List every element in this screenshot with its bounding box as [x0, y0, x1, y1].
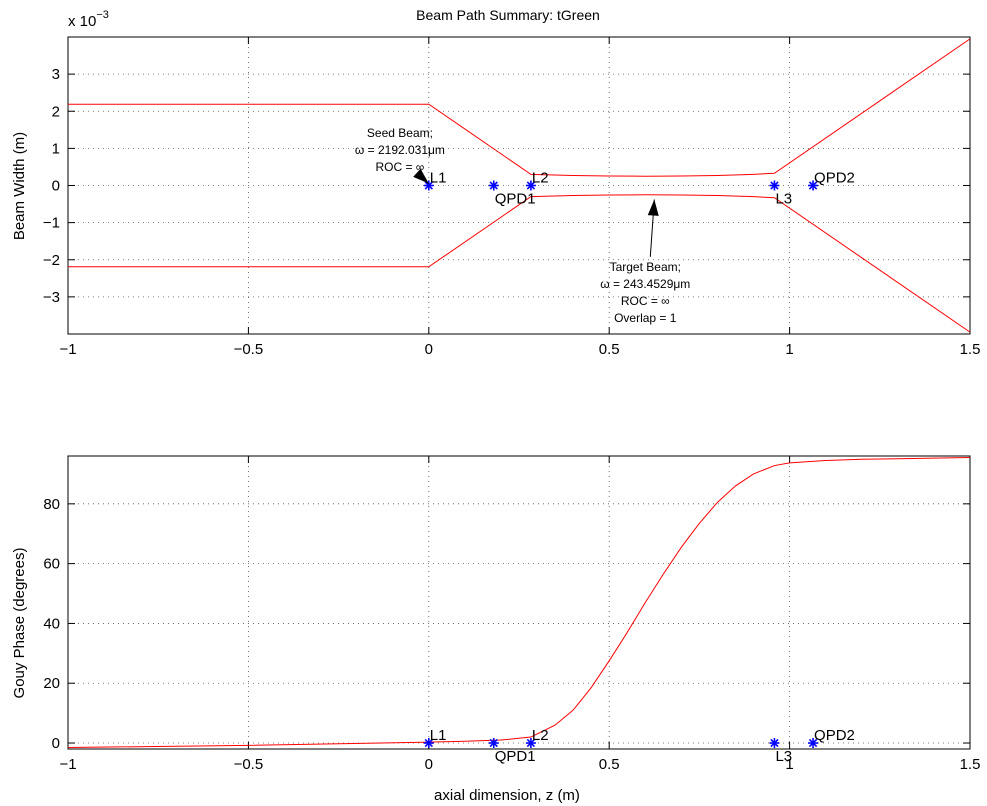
star-stroke [489, 181, 498, 190]
annotation-line: Seed Beam; [367, 126, 433, 140]
optic-marker-l2 [525, 180, 536, 191]
annotation-line: ROC = ∞ [621, 294, 670, 308]
gouy-ytick-label: 0 [52, 735, 60, 752]
star-stroke [526, 181, 536, 190]
width-xtick-label: 1.5 [960, 341, 981, 358]
annotation-arrow-head [413, 168, 429, 184]
gouy-ytick-label: 20 [43, 675, 60, 692]
width-ytick-label: 2 [52, 103, 60, 120]
scale-factor-exponent: −3 [96, 9, 109, 21]
width-xtick-label: −0.5 [234, 341, 264, 358]
optic-label-l2: L2 [532, 727, 549, 744]
gouy-xtick-label: −0.5 [234, 756, 264, 773]
optic-marker-l3 [769, 738, 780, 749]
width-ytick-label: 1 [52, 140, 60, 157]
chart-title: Beam Path Summary: tGreen [416, 7, 600, 23]
star-stroke [808, 181, 818, 190]
annotation-line: Target Beam; [610, 260, 681, 274]
optic-label-qpd2: QPD2 [814, 727, 855, 744]
star-stroke [526, 738, 536, 748]
star-stroke [808, 738, 818, 748]
width-xtick-label: 0.5 [599, 341, 620, 358]
annotation-line: ROC = ∞ [375, 160, 424, 174]
scale-factor-base: x 10 [68, 13, 96, 30]
annotation-0: Seed Beam; ω = 2192.031μm ROC = ∞ [355, 126, 445, 184]
star-stroke [489, 738, 498, 748]
star-stroke [424, 738, 433, 748]
beam-width-ylabel: Beam Width (m) [11, 132, 28, 240]
optic-label-qpd1: QPD1 [495, 191, 536, 208]
optic-label-l2: L2 [532, 170, 549, 187]
x-axis-label: axial dimension, z (m) [434, 787, 580, 804]
gouy-ytick-label: 80 [43, 496, 60, 513]
beam-width-plot: −1 −0.5 0 0.5 1 1.5 −3 −2 −1 0 1 2 3 L1 QPD1 L2 L3 QPD2 Se… [43, 36, 981, 358]
optic-label-qpd1: QPD1 [495, 748, 536, 765]
gouy-ytick-label: 40 [43, 615, 60, 632]
optic-marker-l1 [423, 180, 434, 191]
width-ytick-label: 0 [52, 178, 60, 195]
star-stroke [770, 181, 779, 190]
annotation-1: Target Beam; ω = 243.4529μm ROC = ∞ Overlap… [600, 199, 690, 325]
annotation-line: ω = 2192.031μm [355, 143, 445, 157]
optic-label-l3: L3 [775, 748, 792, 765]
gouy-xtick-label: −1 [59, 756, 76, 773]
star-stroke [424, 181, 433, 190]
optic-marker-qpd1 [488, 180, 499, 191]
scale-factor-label: x 10−3 [68, 9, 109, 30]
gouy-series-line [67, 456, 971, 749]
optic-label-l3: L3 [775, 191, 792, 208]
annotation-line: Overlap = 1 [614, 311, 677, 325]
width-xtick-label: 1 [785, 341, 793, 358]
optic-marker-l1 [423, 738, 434, 749]
gouy-ytick-label: 60 [43, 556, 60, 573]
annotation-line: ω = 243.4529μm [600, 277, 690, 291]
optic-marker-l2 [525, 738, 536, 749]
gouy-phase-plot: −1 −0.5 0 0.5 1 1.5 0 20 40 60 80 L1 QPD1 L2 L3 QPD2 [43, 455, 981, 773]
optic-label-l1: L1 [430, 170, 447, 187]
width-xtick-label: 0 [425, 341, 433, 358]
width-series-line [68, 38, 971, 177]
annotation-arrow-head [647, 199, 659, 216]
optic-marker-qpd1 [488, 738, 499, 749]
optic-label-qpd2: QPD2 [814, 170, 855, 187]
width-xtick-label: −1 [59, 341, 76, 358]
width-ytick-label: −3 [43, 289, 60, 306]
width-ytick-label: −1 [43, 215, 60, 232]
optic-marker-qpd2 [808, 180, 819, 191]
width-ytick-label: −2 [43, 252, 60, 269]
gouy-xtick-label: 0.5 [599, 756, 620, 773]
gouy-xtick-label: 1 [785, 756, 793, 773]
optic-label-l1: L1 [430, 727, 447, 744]
width-series-line [68, 194, 971, 333]
gouy-xtick-label: 0 [425, 756, 433, 773]
gouy-axes-frame [67, 455, 971, 750]
gouy-phase-ylabel: Gouy Phase (degrees) [11, 548, 28, 699]
width-ytick-label: 3 [52, 66, 60, 83]
optic-marker-qpd2 [808, 738, 819, 749]
star-stroke [770, 738, 779, 748]
optic-marker-l3 [769, 180, 780, 191]
gouy-xtick-label: 1.5 [960, 756, 981, 773]
